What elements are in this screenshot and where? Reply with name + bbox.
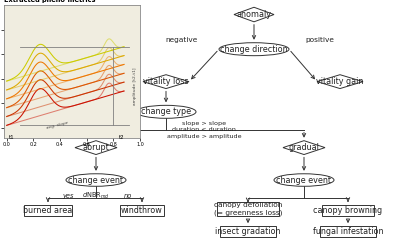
Text: Extracted pheno-metrics: Extracted pheno-metrics (4, 0, 96, 3)
Text: $d$NBR$_{md}$: $d$NBR$_{md}$ (82, 191, 110, 201)
Ellipse shape (219, 43, 289, 56)
Text: change type: change type (141, 107, 191, 116)
Text: change event: change event (68, 176, 124, 184)
Text: t2: t2 (118, 135, 124, 140)
Bar (322, 205, 374, 215)
Text: fungal infestation: fungal infestation (313, 227, 383, 236)
Polygon shape (317, 75, 363, 89)
Text: vitality loss: vitality loss (143, 77, 189, 86)
Text: negative: negative (166, 37, 198, 43)
Text: avg. slope: avg. slope (46, 121, 69, 130)
Text: canopy browning: canopy browning (314, 206, 382, 215)
Text: slope > slope
duration < duration
amplitude > amplitude: slope > slope duration < duration amplit… (167, 121, 241, 138)
Text: abrupt: abrupt (83, 143, 109, 152)
Ellipse shape (136, 105, 196, 118)
Polygon shape (75, 141, 117, 154)
Ellipse shape (274, 174, 334, 186)
Bar (217, 202, 279, 216)
Text: windthrow: windthrow (121, 206, 163, 215)
Text: gradual: gradual (288, 143, 320, 152)
Bar (24, 205, 72, 215)
Text: anomaly: anomaly (236, 10, 272, 19)
Text: no: no (124, 193, 132, 199)
Text: positive: positive (306, 37, 334, 43)
Text: amplitude [t2-t1]: amplitude [t2-t1] (133, 67, 137, 105)
Bar (220, 226, 276, 237)
Bar (320, 226, 376, 237)
Polygon shape (283, 141, 325, 154)
Text: vitality gain: vitality gain (316, 77, 364, 86)
Text: insect gradation: insect gradation (215, 227, 281, 236)
Text: burned area: burned area (23, 206, 73, 215)
Text: yes: yes (62, 193, 74, 199)
Text: t1: t1 (9, 135, 15, 140)
Ellipse shape (66, 174, 126, 186)
Polygon shape (234, 7, 274, 22)
Text: canopy defoliation
(= greenness loss): canopy defoliation (= greenness loss) (214, 202, 282, 216)
Polygon shape (143, 75, 189, 89)
Text: change event: change event (276, 176, 332, 184)
Bar (120, 205, 164, 215)
Text: change direction: change direction (220, 45, 288, 54)
